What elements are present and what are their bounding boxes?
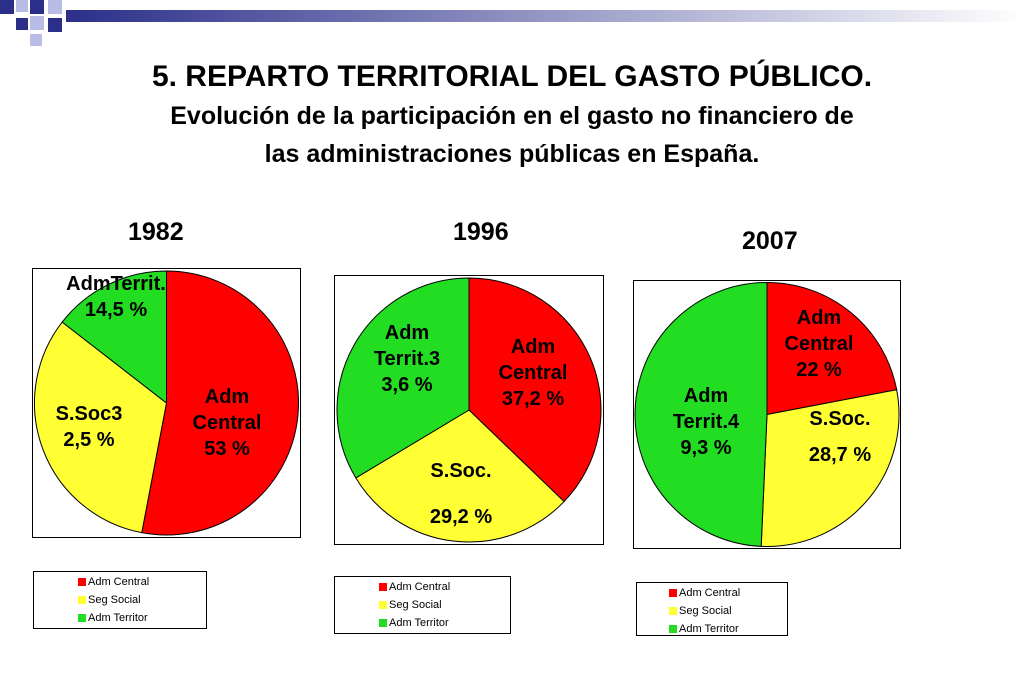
- legend-item-adm-territor: Adm Territor: [335, 614, 510, 632]
- legend-item-adm-central: Adm Central: [637, 584, 787, 602]
- deco-square: [30, 0, 44, 14]
- chart-1982-legend: Adm Central Seg Social Adm Territor: [33, 571, 207, 629]
- legend-swatch: [78, 596, 86, 604]
- chart-2007-pie: [634, 281, 900, 547]
- slide-decoration: [0, 0, 1024, 46]
- deco-square: [16, 0, 28, 12]
- slice-label-adm-territor: Adm Territ.4 9,3 %: [672, 385, 740, 459]
- legend-swatch: [379, 601, 387, 609]
- chart-1982-pie: [34, 270, 299, 536]
- chart-1996-plot-area: Adm Central 37,2 % S.Soc. 29,2 % Adm Ter…: [334, 275, 604, 545]
- legend-item-seg-social: Seg Social: [335, 596, 510, 614]
- deco-square: [48, 0, 62, 14]
- legend-item-seg-social: Seg Social: [34, 591, 206, 609]
- pie-slice-seg-social: [34, 321, 168, 534]
- slice-label-seg-social: S.Soc. 29,2 %: [429, 460, 493, 528]
- legend-item-adm-central: Adm Central: [34, 573, 206, 591]
- slice-label-seg-social: S.Soc. 28,7 %: [808, 408, 872, 466]
- slice-label-adm-central: Adm Central 53 %: [192, 386, 262, 460]
- chart-1982-title: 1982: [128, 218, 184, 246]
- chart-2007-plot-area: Adm Central 22 % S.Soc. 28,7 % Adm Terri…: [633, 280, 901, 549]
- deco-square: [30, 16, 44, 30]
- pie-slice-adm-territor: [634, 281, 768, 547]
- pie-slice-seg-social: [760, 389, 900, 547]
- deco-square: [0, 0, 14, 14]
- deco-gradient-bar: [66, 10, 1024, 22]
- chart-2007-title: 2007: [742, 227, 798, 255]
- slice-label-adm-territor: AdmTerrit. 14,5 %: [66, 273, 166, 321]
- legend-swatch: [379, 583, 387, 591]
- pie-slice-adm-central: [141, 270, 299, 536]
- slice-label-adm-territor: Adm Territ.3 3,6 %: [373, 322, 441, 396]
- chart-1996-legend: Adm Central Seg Social Adm Territor: [334, 576, 511, 634]
- legend-swatch: [78, 578, 86, 586]
- page-subtitle-line-1: Evolución de la participación en el gast…: [170, 102, 854, 130]
- chart-1982-plot-area: Adm Central 53 % S.Soc3 2,5 % AdmTerrit.…: [32, 268, 301, 538]
- chart-1996-title: 1996: [453, 218, 509, 246]
- deco-square: [30, 34, 42, 46]
- legend-item-adm-territor: Adm Territor: [34, 609, 206, 627]
- pie-slice-adm-central: [766, 281, 898, 416]
- slice-label-adm-central: Adm Central 37,2 %: [498, 336, 568, 410]
- pie-slice-adm-central: [468, 277, 602, 503]
- slice-label-adm-central: Adm Central 22 %: [784, 307, 854, 381]
- legend-item-seg-social: Seg Social: [637, 602, 787, 620]
- legend-swatch: [669, 589, 677, 597]
- chart-1996-pie: [336, 277, 602, 543]
- legend-item-adm-territor: Adm Territor: [637, 620, 787, 638]
- legend-swatch: [669, 625, 677, 633]
- pie-slice-seg-social: [355, 409, 565, 543]
- page-subtitle-line-2: las administraciones públicas en España.: [264, 140, 760, 168]
- page-title: 5. REPARTO TERRITORIAL DEL GASTO PÚBLICO…: [151, 60, 873, 93]
- deco-square: [16, 18, 28, 30]
- pie-slice-adm-territor: [336, 277, 470, 479]
- deco-square: [48, 18, 62, 32]
- legend-item-adm-central: Adm Central: [335, 578, 510, 596]
- slice-label-seg-social: S.Soc3 2,5 %: [55, 403, 123, 451]
- pie-slice-adm-territor: [61, 270, 167, 405]
- legend-swatch: [78, 614, 86, 622]
- legend-swatch: [379, 619, 387, 627]
- chart-2007-legend: Adm Central Seg Social Adm Territor: [636, 582, 788, 636]
- legend-swatch: [669, 607, 677, 615]
